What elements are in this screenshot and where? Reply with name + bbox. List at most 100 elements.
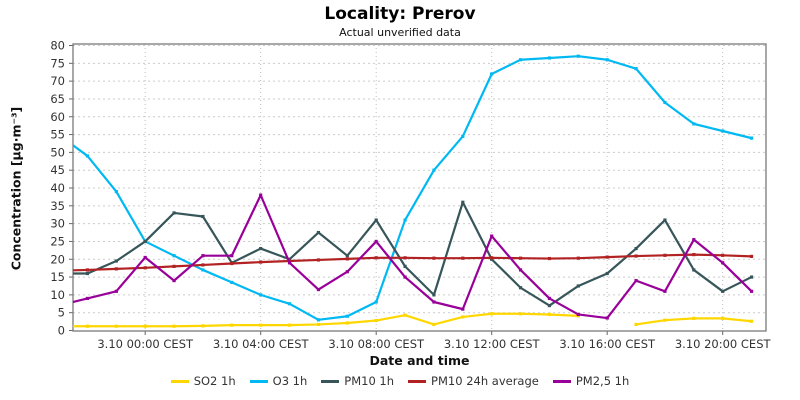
series-pm10-1h-point <box>547 303 552 308</box>
series-pm2-5-1h-point <box>143 255 147 260</box>
y-tick-label: 5 <box>58 306 65 320</box>
series-o3-1h-point <box>287 302 292 306</box>
series-pm10-1h-point <box>374 218 378 222</box>
series-pm10-1h-point <box>518 286 523 290</box>
series-so2-1h-point <box>374 318 378 323</box>
series-so2-1h-point <box>432 322 436 327</box>
y-tick-label: 15 <box>50 270 65 284</box>
series-pm10-24h-average-point <box>85 268 90 272</box>
series-so2-1h-point <box>634 322 638 327</box>
series-so2-1h-point <box>663 318 667 322</box>
series-pm10-24h-average-point <box>316 258 321 262</box>
series-pm2-5-1h-point <box>345 270 349 274</box>
y-tick-label: 40 <box>50 181 65 195</box>
series-pm10-24h-average-point <box>605 255 609 259</box>
series-pm10-1h-point <box>287 257 292 261</box>
y-tick-label: 80 <box>50 39 65 53</box>
series-pm10-24h-average-point <box>114 267 118 271</box>
series-pm2-5-1h-point <box>85 296 90 301</box>
y-tick-label: 55 <box>50 128 65 142</box>
series-pm10-1h-point <box>721 289 725 293</box>
series-pm2-5-1h-point <box>403 275 407 279</box>
series-pm10-24h-average-point <box>230 261 234 266</box>
series-so2-1h-point <box>230 323 234 327</box>
series-so2-1h-point <box>345 321 349 325</box>
series-pm2-5-1h-point <box>259 193 263 197</box>
series-o3-1h-point <box>721 129 725 133</box>
series-pm10-1h-line <box>73 201 753 307</box>
series-pm10-24h-average-point <box>663 253 667 257</box>
series-pm10-24h-average-point <box>461 256 465 260</box>
series-pm2-5-1h-point <box>316 287 321 292</box>
legend-swatch <box>408 379 427 383</box>
legend-item-pm10-1h: PM10 1h <box>321 374 394 388</box>
series-pm10-1h <box>73 200 754 308</box>
series-so2-1h-point <box>201 324 205 328</box>
series-o3-1h <box>73 54 754 322</box>
y-tick-label: 25 <box>50 234 65 248</box>
legend-label: SO2 1h <box>193 374 236 388</box>
legend-swatch <box>170 379 189 383</box>
series-so2-1h <box>73 312 754 328</box>
series-pm10-1h-point <box>663 218 667 222</box>
series-so2-1h-point <box>259 323 263 327</box>
series-pm2-5-1h-point <box>230 254 234 258</box>
series-pm10-1h-point <box>634 246 638 251</box>
legend-swatch <box>249 379 268 383</box>
series-o3-1h-point <box>576 54 580 58</box>
series-pm10-24h-average-point <box>403 256 407 260</box>
series-o3-1h-point <box>634 67 638 71</box>
series-o3-1h-point <box>172 254 176 258</box>
series-so2-1h-point <box>547 312 552 317</box>
series-pm10-24h-average-point <box>345 257 349 261</box>
series-pm10-1h-point <box>345 254 349 258</box>
x-tick-label: 3.10 16:00 CEST <box>559 337 656 351</box>
series-so2-1h-point <box>287 323 292 327</box>
series-pm10-24h-average <box>73 253 754 272</box>
y-tick-label: 75 <box>50 56 65 70</box>
series-o3-1h-line <box>73 55 753 321</box>
series-o3-1h-point <box>749 136 754 140</box>
x-axis-title: Date and time <box>369 353 470 368</box>
series-pm10-24h-average-point <box>172 264 176 268</box>
chart-subtitle: Actual unverified data <box>339 26 461 39</box>
series-so2-1h-point <box>143 324 147 328</box>
series-pm10-24h-average-point <box>576 256 580 260</box>
series-pm2-5-1h-point <box>490 234 494 238</box>
series-pm10-1h-point <box>259 246 263 251</box>
x-tick-label: 3.10 12:00 CEST <box>444 337 541 351</box>
series-so2-1h-point <box>85 324 90 328</box>
series-o3-1h-point <box>432 168 436 172</box>
series-o3-1h-point <box>316 318 321 322</box>
series-pm2-5-1h-point <box>287 261 292 265</box>
series-o3-1h-point <box>374 300 378 304</box>
legend-label: O3 1h <box>272 374 308 388</box>
x-tick-label: 3.10 00:00 CEST <box>97 337 194 351</box>
y-tick-label: 30 <box>50 217 65 231</box>
series-pm2-5-1h-point <box>201 254 205 258</box>
series-pm10-24h-average-point <box>432 256 436 260</box>
series-pm10-1h-point <box>172 211 176 215</box>
series-pm2-5-1h-point <box>605 316 609 320</box>
series-o3-1h-point <box>201 268 205 272</box>
series-pm10-24h-average-point <box>490 256 494 260</box>
y-tick-label: 45 <box>50 163 65 177</box>
legend-label: PM10 1h <box>344 374 395 388</box>
series-pm2-5-1h-point <box>172 279 176 283</box>
series-pm10-1h-point <box>432 293 436 297</box>
series-pm2-5-1h-point <box>634 279 638 283</box>
series-o3-1h-point <box>85 154 90 158</box>
series-pm10-1h-point <box>143 239 147 244</box>
series-o3-1h-point <box>605 58 609 62</box>
series-pm10-24h-average-point <box>201 263 205 267</box>
y-axis-title: Concentration [µg·m⁻³] <box>8 106 24 271</box>
series-o3-1h-point <box>692 122 696 126</box>
series-pm2-5-1h-point <box>114 289 118 293</box>
series-so2-1h-point <box>461 315 465 319</box>
chart-title: Locality: Prerov <box>324 4 476 24</box>
series-pm10-1h-point <box>576 284 580 288</box>
legend-label: PM2,5 1h <box>575 374 630 388</box>
series-pm10-24h-average-point <box>692 253 696 257</box>
